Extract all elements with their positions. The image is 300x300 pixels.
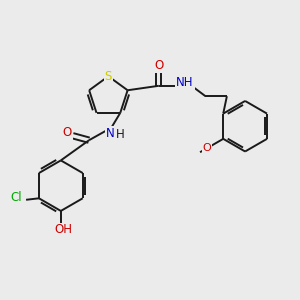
Text: H: H xyxy=(116,128,124,141)
Text: O: O xyxy=(63,126,72,139)
Text: Cl: Cl xyxy=(11,191,22,204)
Text: S: S xyxy=(105,70,112,83)
Text: O: O xyxy=(202,143,211,153)
Text: NH: NH xyxy=(176,76,194,89)
Text: OH: OH xyxy=(54,224,72,236)
Text: O: O xyxy=(154,59,164,72)
Text: N: N xyxy=(106,127,114,140)
